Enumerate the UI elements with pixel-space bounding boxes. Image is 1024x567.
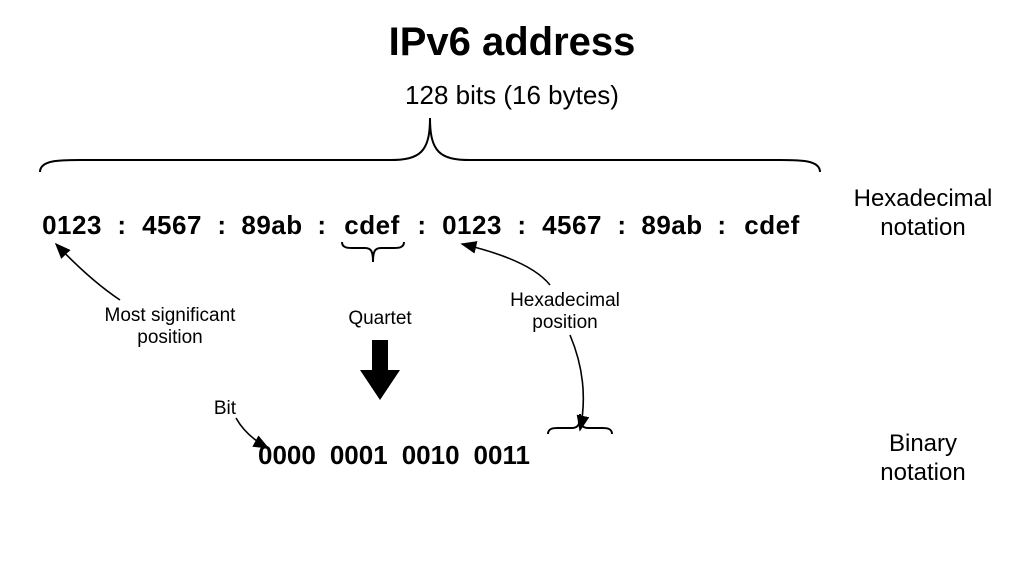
hex-position-line1: Hexadecimal (510, 290, 620, 311)
binary-group: 0011 (474, 440, 530, 470)
hex-quartet: 0123 (38, 210, 106, 241)
hex-quartet: 4567 (538, 210, 606, 241)
bit-label: Bit (186, 398, 236, 420)
most-significant-label: Most significant position (90, 305, 250, 349)
hex-separator: : (306, 210, 338, 241)
hex-separator: : (506, 210, 538, 241)
hex-separator: : (206, 210, 238, 241)
thick-down-arrow-icon (360, 340, 400, 405)
hex-separator: : (706, 210, 738, 241)
binary-group: 0010 (402, 440, 460, 470)
hex-quartet: cdef (338, 210, 406, 241)
hexadecimal-notation-label: Hexadecimal notation (838, 185, 1008, 243)
hex-separator: : (606, 210, 638, 241)
hex-address-row: 0123:4567:89ab:cdef:0123:4567:89ab:cdef (38, 210, 806, 241)
binary-notation-line1: Binary (889, 430, 957, 457)
hex-notation-line1: Hexadecimal (854, 185, 993, 212)
binary-row: 0000 0001 0010 0011 (258, 440, 530, 471)
hex-quartet: 89ab (638, 210, 706, 241)
binary-group: 0001 (330, 440, 388, 470)
hex-notation-line2: notation (880, 214, 965, 241)
hex-quartet: 89ab (238, 210, 306, 241)
binary-notation-label: Binary notation (848, 430, 998, 488)
hex-separator: : (406, 210, 438, 241)
hex-position-label: Hexadecimal position (500, 290, 630, 334)
diagram-title: IPv6 address (0, 20, 1024, 65)
most-significant-line1: Most significant (105, 305, 236, 326)
hex-position-line2: position (532, 312, 598, 333)
hex-quartet: 0123 (438, 210, 506, 241)
hex-quartet: cdef (738, 210, 806, 241)
hex-quartet: 4567 (138, 210, 206, 241)
quartet-label: Quartet (340, 308, 420, 330)
binary-notation-line2: notation (880, 459, 965, 486)
most-significant-line2: position (137, 327, 203, 348)
hex-separator: : (106, 210, 138, 241)
binary-group: 0000 (258, 440, 316, 470)
diagram-subtitle: 128 bits (16 bytes) (0, 80, 1024, 111)
